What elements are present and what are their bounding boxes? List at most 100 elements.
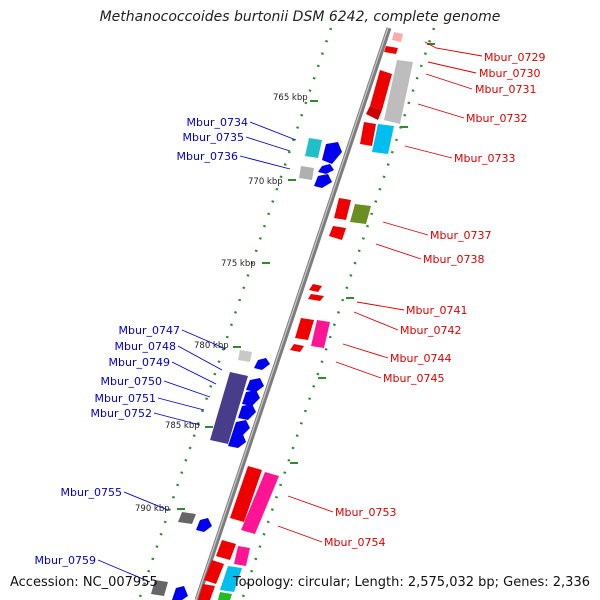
tick-label: 765 kbp xyxy=(273,93,308,103)
gene-arrow xyxy=(228,432,246,448)
tick-label: 780 kbp xyxy=(194,341,229,351)
gene-label: Mbur_0755 xyxy=(61,486,122,499)
leader-line xyxy=(425,73,473,90)
reverse-gene-labels: Mbur_0734 Mbur_0735 Mbur_0736 Mbur_0747 … xyxy=(35,116,248,567)
gene-label: Mbur_0732 xyxy=(466,112,527,125)
gene-arrow xyxy=(238,350,252,362)
leader-line xyxy=(181,329,227,350)
forward-gene-leaders xyxy=(277,41,483,543)
gene-arrow xyxy=(242,390,260,406)
gene-arrow xyxy=(178,512,196,524)
gene-arrow xyxy=(196,518,212,532)
gene-arrow xyxy=(204,560,224,584)
kbp-tick-labels: 765 kbp 770 kbp 775 kbp 780 kbp 785 kbp … xyxy=(135,93,308,514)
gene-arrow xyxy=(172,586,188,600)
forward-gene-labels: Mbur_0729 Mbur_0730 Mbur_0731 Mbur_0732 … xyxy=(324,51,545,549)
tick-label: 775 kbp xyxy=(221,259,256,269)
gene-arrow xyxy=(210,372,248,444)
gene-label: Mbur_0742 xyxy=(400,324,461,337)
leader-line xyxy=(335,361,382,379)
gene-arrow xyxy=(360,122,376,146)
leader-line xyxy=(177,345,223,371)
gene-label: Mbur_0753 xyxy=(335,506,396,519)
gene-label: Mbur_0754 xyxy=(324,536,385,549)
kbp-ticks xyxy=(177,43,435,510)
leader-line xyxy=(277,525,323,543)
reverse-gene-leaders xyxy=(97,121,297,583)
leader-line xyxy=(157,397,205,411)
gene-label: Mbur_0748 xyxy=(115,340,176,353)
gene-label: Mbur_0747 xyxy=(119,324,180,337)
figure-title: Methanococcoides burtonii DSM 6242, comp… xyxy=(99,9,501,25)
gene-arrow xyxy=(318,164,334,174)
leader-line xyxy=(424,41,483,57)
gene-label: Mbur_0735 xyxy=(183,131,244,144)
leader-line xyxy=(382,221,429,236)
gene-arrow xyxy=(372,124,394,154)
genome-backbone xyxy=(194,27,392,600)
topology-text: Topology: circular; Length: 2,575,032 bp… xyxy=(232,575,590,590)
gene-arrow xyxy=(370,70,392,110)
gene-arrow xyxy=(246,378,264,392)
leader-line xyxy=(249,121,297,141)
gene-arrow xyxy=(230,466,262,522)
gene-label: Mbur_0733 xyxy=(454,152,515,165)
leader-line xyxy=(417,103,465,119)
gene-label: Mbur_0751 xyxy=(95,392,156,405)
gene-arrow xyxy=(290,344,304,352)
gene-arrow xyxy=(311,320,330,348)
leader-line xyxy=(97,559,151,583)
gene-arrow xyxy=(308,294,324,301)
leader-line xyxy=(153,412,201,426)
gene-arrow xyxy=(198,584,215,600)
accession-text: Accession: NC_007955 xyxy=(10,575,158,590)
leader-line xyxy=(287,495,334,513)
gene-arrow xyxy=(309,284,322,292)
gene-label: Mbur_0759 xyxy=(35,554,96,567)
gene-arrow xyxy=(392,32,403,42)
gene-label: Mbur_0731 xyxy=(475,83,536,96)
reverse-strand-genes xyxy=(151,138,342,600)
gene-arrow xyxy=(216,540,236,560)
gene-arrow xyxy=(384,46,398,54)
forward-strand-genes xyxy=(198,32,413,600)
leader-line xyxy=(342,343,389,359)
gene-label: Mbur_0729 xyxy=(484,51,545,64)
leader-line xyxy=(427,61,477,74)
leader-line xyxy=(163,380,211,398)
tick-label: 790 kbp xyxy=(135,504,170,514)
tick-label: 785 kbp xyxy=(165,421,200,431)
leader-line xyxy=(356,301,405,311)
gene-label: Mbur_0750 xyxy=(101,375,162,388)
gene-arrow xyxy=(322,142,342,164)
gene-arrow xyxy=(234,546,250,566)
gene-arrow xyxy=(295,318,314,340)
gene-label: Mbur_0736 xyxy=(177,150,238,163)
gene-label: Mbur_0741 xyxy=(406,304,467,317)
gene-arrow xyxy=(314,174,332,188)
gene-label: Mbur_0744 xyxy=(390,352,451,365)
gene-arrow xyxy=(241,472,279,534)
gene-label: Mbur_0745 xyxy=(383,372,444,385)
gene-arrow xyxy=(350,204,371,224)
leader-line xyxy=(171,361,217,385)
gene-arrow xyxy=(366,106,382,120)
gene-arrow xyxy=(254,358,270,370)
gene-arrow xyxy=(384,60,413,124)
leader-line xyxy=(353,311,399,331)
gene-label: Mbur_0738 xyxy=(423,253,484,266)
gene-arrow xyxy=(151,580,168,596)
gene-arrow xyxy=(329,226,346,240)
gene-arrow xyxy=(299,166,314,180)
leader-line xyxy=(239,155,291,170)
gene-arrow xyxy=(232,420,250,436)
gene-arrow xyxy=(305,138,322,158)
leader-line xyxy=(375,243,422,260)
leader-line xyxy=(245,136,291,152)
gene-label: Mbur_0752 xyxy=(91,407,152,420)
gene-label: Mbur_0737 xyxy=(430,229,491,242)
gene-arrow xyxy=(238,404,256,420)
gene-arrow xyxy=(220,566,242,592)
tick-label: 770 kbp xyxy=(248,177,283,187)
